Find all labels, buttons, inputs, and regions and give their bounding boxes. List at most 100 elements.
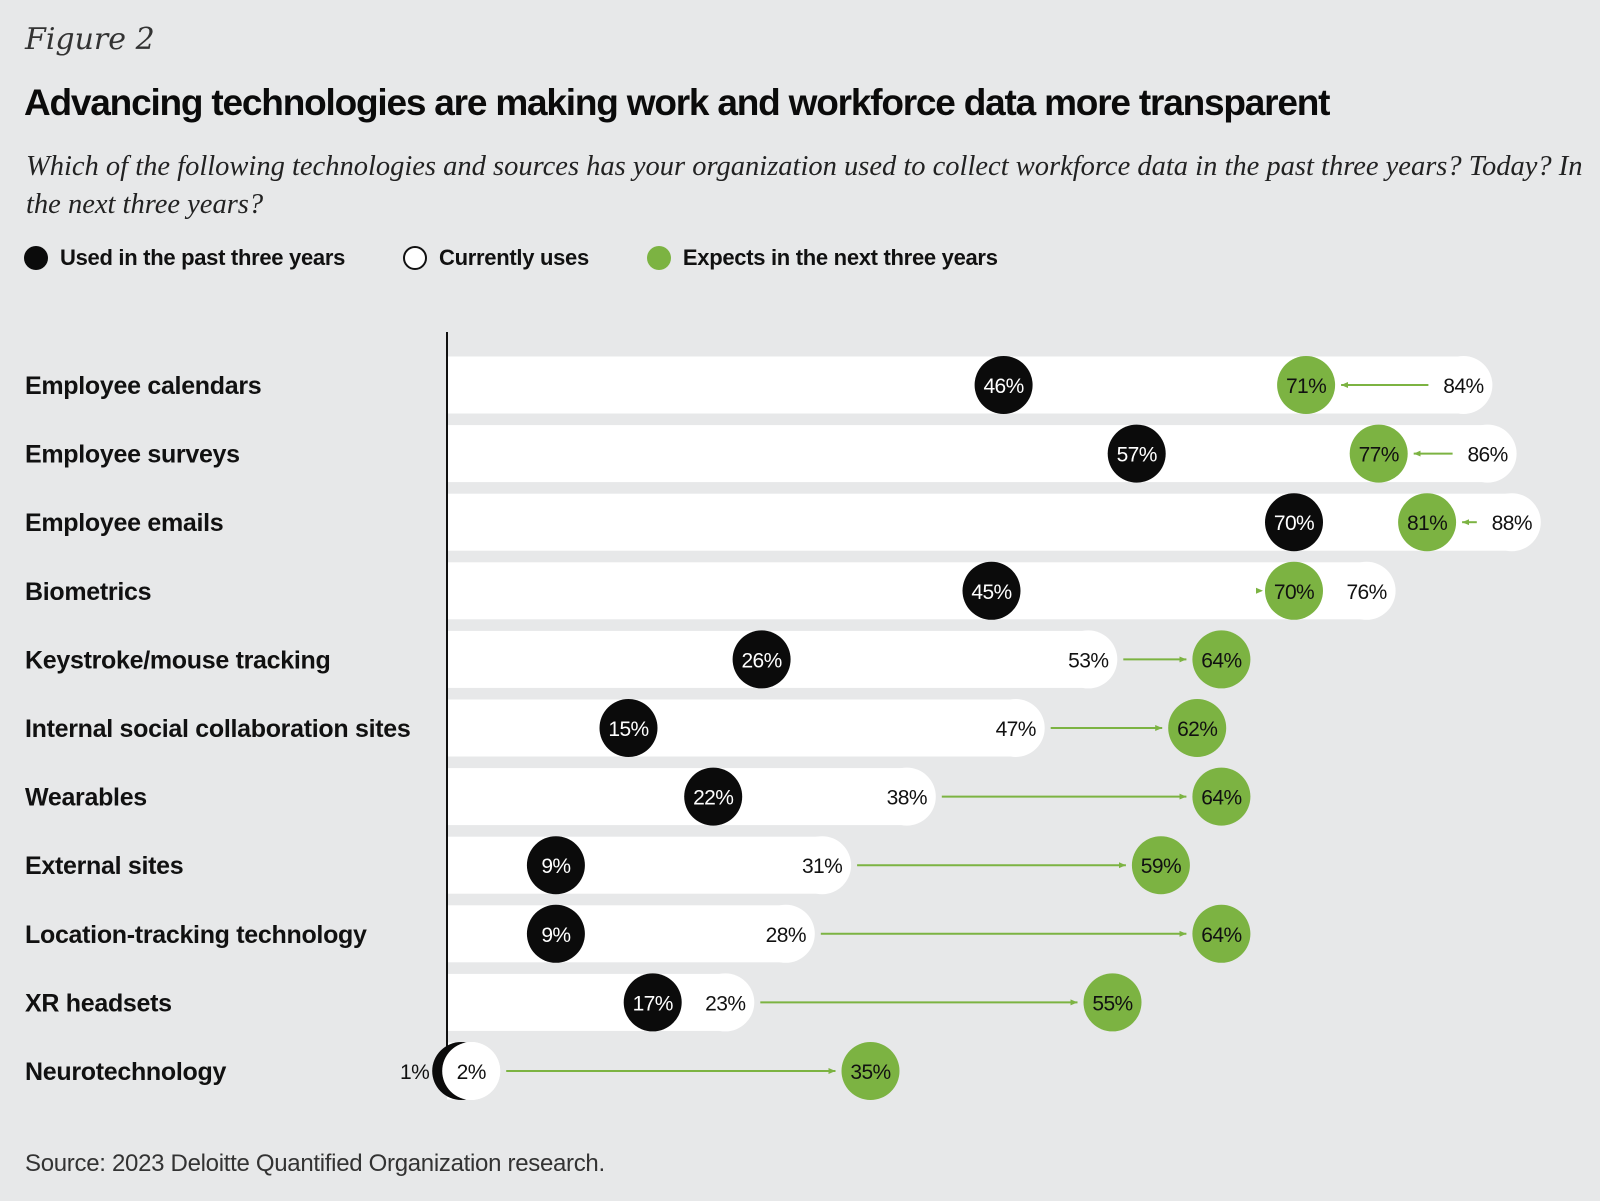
legend-item-future: Expects in the next three years xyxy=(646,245,998,271)
category-label: Employee surveys xyxy=(25,441,240,469)
dot-past xyxy=(623,973,682,1032)
range-bar xyxy=(447,493,1512,551)
value-label-current: 76% xyxy=(1346,581,1386,604)
legend-marker-current xyxy=(403,246,428,270)
value-label-future: 77% xyxy=(1359,444,1399,467)
value-label-future: 55% xyxy=(1092,992,1132,1015)
dot-past xyxy=(1265,493,1323,552)
dot-current xyxy=(1458,424,1517,483)
dot-past xyxy=(526,836,585,895)
value-label-current: 47% xyxy=(996,718,1036,741)
dot-future xyxy=(1083,973,1142,1032)
value-label-current: 53% xyxy=(1068,649,1108,672)
value-label-past: 9% xyxy=(541,924,570,947)
dot-past xyxy=(962,561,1021,620)
range-bar xyxy=(447,836,823,894)
value-label-current: 88% xyxy=(1492,512,1532,535)
value-label-current: 86% xyxy=(1467,444,1507,467)
dot-current xyxy=(756,904,815,963)
dot-future xyxy=(1131,836,1190,895)
value-label-future: 71% xyxy=(1286,375,1326,398)
value-label-past: 1% xyxy=(400,1061,429,1084)
category-label: Employee emails xyxy=(25,509,223,537)
dot-future xyxy=(1192,630,1251,689)
dot-current xyxy=(1434,356,1493,414)
chart-subtitle: Which of the following technologies and … xyxy=(26,151,1583,220)
value-label-current: 23% xyxy=(705,992,745,1015)
dot-future xyxy=(1168,699,1227,757)
dot-past xyxy=(684,767,743,826)
range-bar xyxy=(447,905,786,963)
dot-future xyxy=(1265,561,1323,620)
dot-past xyxy=(732,630,791,689)
category-label: Keystroke/mouse tracking xyxy=(25,646,330,674)
legend-item-past: Used in the past three years xyxy=(24,245,345,271)
value-label-past: 26% xyxy=(741,649,781,672)
value-label-current: 31% xyxy=(802,855,842,878)
dot-past xyxy=(599,699,658,757)
dot-current xyxy=(1337,561,1396,620)
range-bar xyxy=(447,699,1016,757)
value-label-future: 59% xyxy=(1141,855,1181,878)
dot-current xyxy=(1482,493,1541,552)
value-label-past: 9% xyxy=(541,855,570,878)
dot-future xyxy=(1192,767,1251,826)
value-label-future: 64% xyxy=(1201,649,1241,672)
value-label-past: 45% xyxy=(971,581,1011,604)
dot-future xyxy=(841,1042,900,1100)
value-label-future: 81% xyxy=(1407,512,1447,535)
range-bar xyxy=(447,425,1488,483)
value-label-past: 22% xyxy=(693,787,733,810)
figure-label: Figure 2 xyxy=(25,22,155,57)
legend-item-current: Currently uses xyxy=(403,245,589,271)
value-label-current: 28% xyxy=(766,924,806,947)
legend: Used in the past three years Currently u… xyxy=(24,245,1056,271)
value-label-current: 38% xyxy=(887,787,927,810)
range-bar xyxy=(447,973,726,1031)
dot-current-overlay xyxy=(442,1042,501,1100)
legend-marker-past xyxy=(24,246,48,270)
value-label-future: 62% xyxy=(1177,718,1217,741)
value-label-past: 17% xyxy=(633,992,673,1015)
category-label: Wearables xyxy=(25,784,147,812)
chart-title: Advancing technologies are making work a… xyxy=(24,82,1330,123)
value-label-future: 64% xyxy=(1201,787,1241,810)
dot-current xyxy=(793,836,852,895)
dot-future xyxy=(1192,904,1251,963)
dot-current xyxy=(1059,630,1118,689)
dot-current xyxy=(986,699,1045,757)
value-label-future: 35% xyxy=(850,1061,890,1084)
dot-current xyxy=(877,767,936,826)
range-bar xyxy=(447,562,1367,620)
dot-past xyxy=(974,356,1033,414)
legend-label-current: Currently uses xyxy=(439,245,589,270)
category-label: External sites xyxy=(25,852,183,880)
dot-past xyxy=(1107,424,1166,483)
value-label-future: 64% xyxy=(1201,924,1241,947)
source-note: Source: 2023 Deloitte Quantified Organiz… xyxy=(25,1150,605,1177)
value-label-current: 2% xyxy=(457,1061,486,1084)
value-label-past: 46% xyxy=(983,375,1023,398)
category-label: Internal social collaboration sites xyxy=(25,715,410,743)
category-label: Biometrics xyxy=(25,578,151,606)
value-label-past: 70% xyxy=(1274,512,1314,535)
value-label-current: 84% xyxy=(1443,375,1483,398)
value-label-past: 57% xyxy=(1117,444,1157,467)
dot-future xyxy=(1398,493,1457,552)
change-arrow xyxy=(1256,587,1263,594)
dot-range-chart: Employee calendars 84% 71% 46% Employee surv… xyxy=(25,332,1541,1100)
value-label-past: 15% xyxy=(608,718,648,741)
legend-marker-future xyxy=(646,246,671,270)
dot-future xyxy=(1277,356,1336,414)
value-label-future: 70% xyxy=(1274,581,1314,604)
category-label: Location-tracking technology xyxy=(25,921,367,949)
legend-label-future: Expects in the next three years xyxy=(682,245,998,270)
category-label: XR headsets xyxy=(25,989,172,1017)
dot-past xyxy=(526,904,585,963)
dot-current xyxy=(696,973,755,1032)
category-label: Employee calendars xyxy=(25,372,261,400)
category-label: Neurotechnology xyxy=(25,1058,226,1086)
range-bar xyxy=(447,768,907,826)
legend-label-past: Used in the past three years xyxy=(60,245,346,270)
dot-future xyxy=(1349,424,1408,483)
